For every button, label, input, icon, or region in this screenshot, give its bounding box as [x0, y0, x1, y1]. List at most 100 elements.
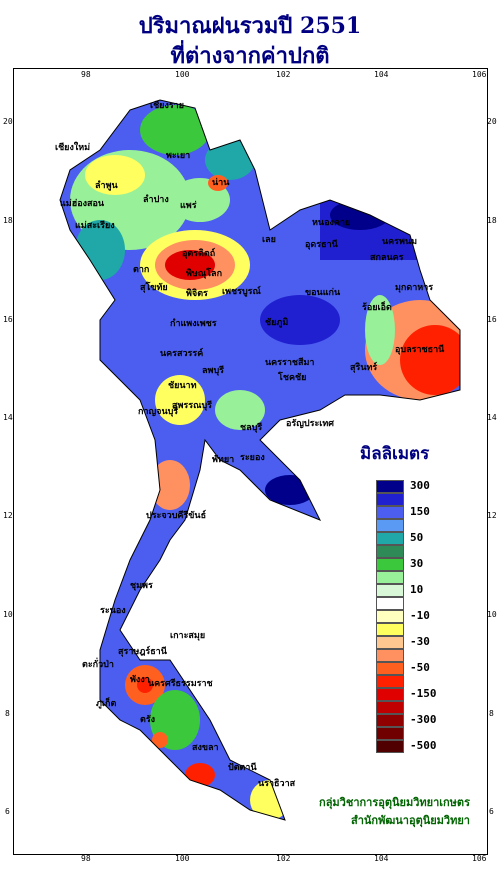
place-label: แม่ฮ่องสอน — [60, 199, 105, 209]
legend-swatch — [376, 714, 404, 727]
lat-tick-left-6: 6 — [5, 807, 10, 816]
lat-tick-right-6: 6 — [489, 807, 494, 816]
map-title-line2: ที่ต่างจากค่าปกติ — [170, 43, 330, 69]
place-label: เพชรบูรณ์ — [222, 287, 261, 297]
place-label: อรัญประเทศ — [286, 419, 335, 429]
legend-swatch — [376, 584, 404, 597]
lat-tick-left-14: 14 — [3, 413, 13, 422]
place-label: ประจวบคีรีขันธ์ — [146, 511, 207, 521]
place-label: พิจิตร — [186, 289, 208, 299]
legend-label: -10 — [410, 609, 430, 622]
place-label: อุดรธานี — [305, 240, 338, 250]
place-label: ตาก — [133, 265, 150, 275]
place-label: สกลนคร — [370, 253, 404, 263]
credit-line2: สำนักพัฒนาอุตุนิยมวิทยา — [351, 814, 470, 827]
place-label: เชียงราย — [150, 101, 185, 111]
lon-tick-top-102: 102 — [276, 70, 291, 79]
lon-tick-bottom-106: 106 — [472, 854, 487, 863]
lat-tick-right-20: 20 — [487, 117, 497, 126]
lat-tick-left-12: 12 — [3, 511, 13, 520]
place-label: แม่สะเรียง — [75, 221, 115, 231]
lat-tick-left-18: 18 — [3, 216, 13, 225]
legend-swatch — [376, 688, 404, 701]
legend-swatch — [376, 519, 404, 532]
lat-tick-right-12: 12 — [487, 511, 497, 520]
place-label: ภูเก็ต — [96, 699, 117, 709]
legend-swatch — [376, 558, 404, 571]
place-label: ปัตตานี — [228, 763, 257, 773]
legend-label: 30 — [410, 557, 424, 570]
legend-swatch — [376, 597, 404, 610]
legend-swatch — [376, 610, 404, 623]
lat-tick-right-8: 8 — [489, 709, 494, 718]
place-label: กาญจนบุรี — [138, 407, 179, 417]
legend-label: -300 — [410, 713, 437, 726]
lon-tick-bottom-102: 102 — [276, 854, 291, 863]
lat-tick-right-16: 16 — [487, 315, 497, 324]
legend-swatch — [376, 493, 404, 506]
place-label: ชัยนาท — [168, 381, 197, 391]
legend-swatch — [376, 532, 404, 545]
lat-tick-right-14: 14 — [487, 413, 497, 422]
legend-title: มิลลิเมตร — [360, 444, 430, 464]
place-label: หนองคาย — [312, 218, 351, 228]
place-label: ตะกั่วป่า — [82, 660, 114, 670]
place-label: นราธิวาส — [258, 779, 296, 789]
lat-tick-left-8: 8 — [5, 709, 10, 718]
lon-tick-top-106: 106 — [472, 70, 487, 79]
place-label: เกาะสมุย — [170, 631, 206, 641]
place-label: สุพรรณบุรี — [172, 401, 212, 411]
legend-swatch — [376, 740, 404, 753]
credit-line1: กลุ่มวิชาการอุตุนิยมวิทยาเกษตร — [319, 796, 470, 809]
lon-tick-top-100: 100 — [175, 70, 190, 79]
place-label: แพร่ — [180, 201, 197, 211]
lon-tick-top-104: 104 — [374, 70, 389, 79]
legend-swatch — [376, 545, 404, 558]
place-label: นครพนม — [382, 237, 418, 247]
place-label: สุราษฎร์ธานี — [118, 647, 167, 657]
legend-label: 300 — [410, 479, 430, 492]
place-label: ระยอง — [240, 453, 265, 463]
place-label: ชุมพร — [130, 581, 153, 591]
place-label: เชียงใหม่ — [55, 143, 91, 153]
place-label: นครสวรรค์ — [160, 349, 204, 359]
place-label: สงขลา — [192, 743, 219, 753]
place-label: ลำพูน — [95, 181, 118, 191]
place-label: ลำปาง — [143, 195, 169, 205]
legend-label: -500 — [410, 739, 437, 752]
legend-swatch — [376, 662, 404, 675]
place-label: ลพบุรี — [202, 366, 224, 376]
legend-swatch — [376, 480, 404, 493]
legend-label: 150 — [410, 505, 430, 518]
place-label: สุรินทร์ — [350, 363, 378, 373]
lat-tick-left-20: 20 — [3, 117, 13, 126]
legend-swatch — [376, 649, 404, 662]
legend-label: -30 — [410, 635, 430, 648]
place-label: สุโขทัย — [140, 283, 168, 293]
map-title-line1: ปริมาณฝนรวมปี 2551 — [138, 13, 362, 39]
place-label: ชัยภูมิ — [265, 318, 289, 328]
place-label: นครศรีธรรมราช — [148, 679, 213, 689]
place-label: โชคชัย — [278, 373, 307, 383]
legend-swatch — [376, 636, 404, 649]
legend-swatch — [376, 701, 404, 714]
legend-label: 10 — [410, 583, 424, 596]
place-label: ชลบุรี — [240, 423, 263, 433]
place-label: นครราชสีมา — [265, 358, 315, 368]
legend-label: -50 — [410, 661, 430, 674]
lon-tick-bottom-100: 100 — [175, 854, 190, 863]
place-label: ตรัง — [140, 715, 156, 725]
legend-swatch — [376, 571, 404, 584]
place-label: เลย — [262, 235, 276, 245]
lat-tick-left-16: 16 — [3, 315, 13, 324]
place-label: อุบลราชธานี — [395, 345, 445, 355]
lat-tick-left-10: 10 — [3, 610, 13, 619]
legend-swatch — [376, 727, 404, 740]
place-label: พังงา — [130, 675, 150, 685]
legend-swatch — [376, 623, 404, 636]
place-label: กำแพงเพชร — [170, 319, 217, 329]
lon-tick-bottom-98: 98 — [81, 854, 91, 863]
place-label: ระนอง — [100, 606, 126, 616]
place-label: พัทยา — [212, 455, 235, 465]
legend-swatch — [376, 675, 404, 688]
